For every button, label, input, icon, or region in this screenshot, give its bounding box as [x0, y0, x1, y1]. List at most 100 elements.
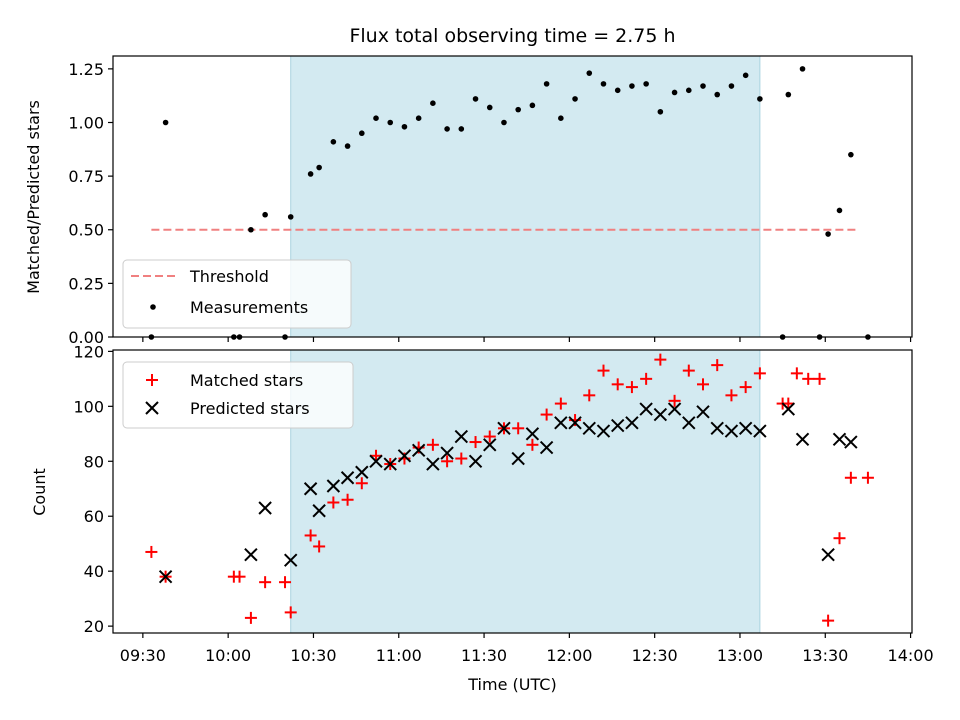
y-tick-label: 120: [73, 342, 104, 361]
measurement-point: [415, 115, 422, 122]
matched-star-point: [844, 471, 857, 484]
predicted-star-point: [355, 465, 369, 479]
predicted-star-point: [625, 416, 639, 430]
measurement-point: [287, 214, 294, 220]
measurement-point: [472, 96, 479, 102]
measurement-point: [344, 143, 351, 149]
measurement-point: [316, 164, 322, 171]
matched-star-point: [145, 545, 158, 558]
predicted-star-point: [753, 424, 767, 438]
observing-window-band: [290, 56, 760, 337]
matched-star-point: [554, 397, 567, 410]
counts-panel-frame: [112, 349, 913, 634]
measurement-point: [572, 96, 578, 102]
matched-star-point: [233, 570, 246, 583]
y-tick-label: 1.00: [68, 113, 104, 132]
predicted-star-point: [539, 440, 554, 455]
predicted-star-point: [639, 402, 653, 416]
measurement-point: [248, 226, 254, 233]
predicted-star-point: [596, 424, 611, 438]
counts-x-ticks: 09:30 10:00 10:30 11:00 11:30 12:00 12:30 13:00…: [120, 633, 934, 665]
ratio-y-ticks: 0.00 0.25 0.50 0.75 1.00 1.25: [68, 60, 113, 347]
measurement-point: [614, 87, 621, 94]
y-tick-label: 0.50: [68, 221, 104, 240]
matched-star-point: [697, 378, 710, 391]
matched-star-point: [597, 364, 610, 377]
matched-star-point: [753, 367, 766, 380]
predicted-star-point: [724, 424, 739, 438]
legend-matched-label: Matched stars: [190, 371, 303, 390]
legend-predicted-swatch: [145, 401, 159, 415]
measurement-point: [671, 89, 678, 96]
measurement-point: [558, 115, 564, 122]
predicted-star-point: [369, 454, 383, 468]
predicted-star-point: [738, 421, 753, 436]
counts-panel: 20 40 60 80 100 120 09:30 10:00 10:30 11:00 11:30…: [30, 342, 934, 694]
predicted-star-point: [483, 438, 497, 452]
y-tick-label: 20: [84, 617, 104, 636]
measurement-point: [330, 139, 337, 145]
matched-star-point: [654, 353, 667, 366]
matched-star-point: [540, 408, 553, 421]
counts-y-ticks: 20 40 60 80 100 120: [73, 342, 113, 636]
matched-star-point: [526, 438, 539, 451]
matched-star-point: [725, 389, 738, 402]
measurement-point: [515, 106, 521, 113]
measurement-point: [586, 70, 593, 76]
matched-star-point: [711, 359, 724, 372]
measurement-point: [785, 91, 792, 98]
measurements-layer: [148, 66, 871, 340]
predicted-star-point: [497, 421, 511, 436]
counts-legend-box: [122, 361, 354, 429]
measurement-point: [529, 102, 536, 109]
matched-star-point: [813, 372, 826, 385]
matched-star-point: [583, 389, 596, 402]
predicted-star-point: [844, 435, 858, 449]
matched-star-point: [861, 471, 874, 484]
x-axis-label: Time (UTC): [467, 675, 556, 694]
matched-star-point: [355, 477, 368, 490]
ratio-legend: Threshold Measurements: [122, 259, 352, 329]
predicted-star-point: [158, 569, 173, 584]
measurement-point: [728, 83, 735, 89]
matched-star-point: [244, 611, 257, 624]
matched-star-point: [341, 493, 354, 506]
predicted-star-point: [667, 402, 682, 416]
legend-measurements-label: Measurements: [190, 298, 308, 317]
y-tick-label: 100: [73, 397, 104, 416]
predicted-star-point: [340, 471, 355, 485]
matched-star-point: [822, 614, 835, 627]
x-tick-label: 09:30: [120, 646, 166, 665]
matched-star-point: [313, 540, 326, 553]
matched-star-point: [259, 576, 272, 589]
matched-star-point: [512, 422, 525, 435]
predicted-star-point: [411, 443, 426, 457]
predicted-star-point: [582, 421, 596, 436]
y-tick-label: 40: [84, 562, 104, 581]
matched-star-point: [304, 529, 317, 542]
ratio-x-ticks: [142, 337, 912, 342]
measurement-point: [848, 151, 854, 158]
measurement-point: [757, 96, 763, 102]
matched-star-point: [611, 378, 624, 391]
measurement-point: [685, 87, 692, 94]
predicted-star-point: [525, 427, 540, 441]
x-tick-label: 13:30: [802, 646, 848, 665]
matched-star-point: [790, 367, 803, 380]
y-tick-label: 60: [84, 507, 104, 526]
x-tick-label: 10:30: [290, 646, 336, 665]
measurement-point: [836, 207, 843, 214]
matched-star-point: [279, 576, 292, 589]
matched-star-point: [469, 436, 482, 449]
measurement-point: [307, 171, 314, 177]
predicted-star-point: [303, 482, 318, 496]
measurement-point: [657, 108, 664, 115]
measurement-point: [600, 81, 607, 87]
predicted-star-point: [383, 457, 397, 471]
predicted-star-point: [554, 416, 568, 430]
predicted-star-point: [454, 429, 469, 444]
measurement-point: [458, 126, 465, 132]
measurement-point: [401, 123, 408, 130]
measurement-point: [501, 119, 507, 126]
